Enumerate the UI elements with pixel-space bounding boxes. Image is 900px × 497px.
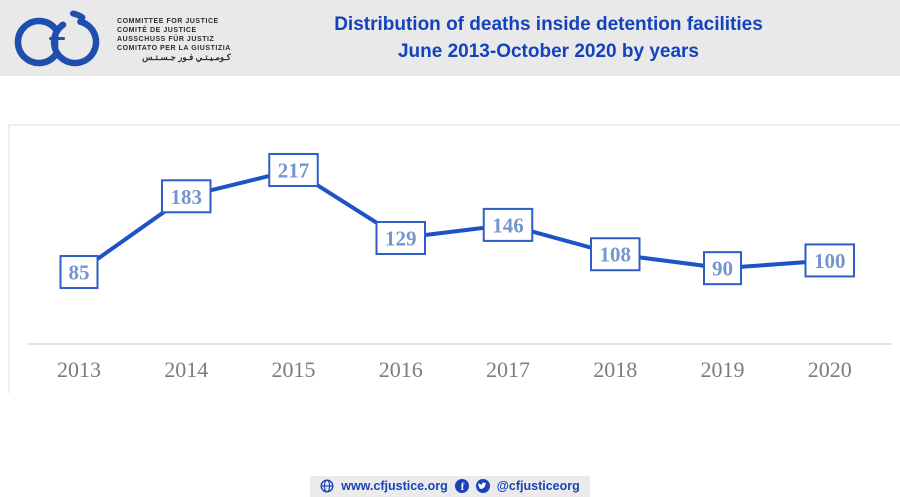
data-point-label: 90: [703, 251, 742, 286]
chart-panel: 85 183 217 129 146 108 90 100 2013 2014 2015 2016 20…: [8, 124, 900, 393]
data-point-label: 183: [161, 179, 212, 214]
x-tick-label: 2017: [486, 357, 530, 382]
svg-text:90: 90: [712, 257, 733, 281]
svg-text:f: f: [461, 482, 465, 493]
social-handle-link[interactable]: @cfjusticeorg: [496, 479, 580, 493]
svg-text:108: 108: [600, 243, 632, 267]
footer: www.cfjustice.org f @cfjusticeorg: [0, 476, 900, 497]
data-point-label: 100: [804, 243, 855, 278]
chart-title-line1: Distribution of deaths inside detention …: [334, 14, 763, 35]
facebook-icon[interactable]: f: [454, 479, 469, 493]
data-point-label: 129: [375, 221, 426, 256]
logo-text: COMMITTEE FOR JUSTICE COMITÉ DE JUSTICE …: [117, 17, 231, 62]
x-tick-label: 2018: [593, 357, 637, 382]
logo-line-it: COMITATO PER LA GIUSTIZIA: [117, 44, 231, 52]
svg-text:100: 100: [814, 249, 846, 273]
logo-line-fr: COMITÉ DE JUSTICE: [117, 26, 197, 34]
line-chart: 85 183 217 129 146 108 90 100 2013 2014 2015 2016 20…: [27, 153, 892, 382]
chart-title: Distribution of deaths inside detention …: [215, 11, 882, 65]
data-point-label: 85: [59, 255, 99, 290]
x-tick-label: 2014: [164, 357, 208, 382]
header: COMMITTEE FOR JUSTICE COMITÉ DE JUSTICE …: [0, 0, 900, 76]
website-link[interactable]: www.cfjustice.org: [341, 479, 448, 493]
globe-icon: [320, 479, 334, 493]
logo-line-ar: كـومـيـتـي فـور جـسـتـس: [142, 51, 231, 62]
data-point-label: 108: [590, 237, 641, 272]
svg-text:146: 146: [492, 213, 524, 237]
svg-text:183: 183: [171, 185, 203, 209]
x-tick-label: 2013: [57, 357, 101, 382]
data-point-label: 217: [268, 153, 319, 188]
svg-text:85: 85: [69, 261, 90, 285]
svg-text:217: 217: [278, 159, 310, 183]
x-tick-label: 2019: [701, 357, 745, 382]
data-point-label: 146: [482, 207, 534, 242]
twitter-icon[interactable]: [475, 479, 490, 493]
x-tick-label: 2015: [272, 357, 316, 382]
logo-line-en: COMMITTEE FOR JUSTICE: [117, 17, 219, 25]
cfj-logo-icon: [14, 10, 100, 67]
footer-strip: www.cfjustice.org f @cfjusticeorg: [310, 476, 590, 497]
logo: COMMITTEE FOR JUSTICE COMITÉ DE JUSTICE …: [12, 8, 231, 70]
x-tick-label: 2020: [808, 357, 852, 382]
svg-text:129: 129: [385, 227, 417, 251]
chart-title-line2: June 2013-October 2020 by years: [397, 41, 699, 62]
logo-line-de: AUSSCHUSS FÜR JUSTIZ: [117, 35, 215, 43]
x-tick-label: 2016: [379, 357, 423, 382]
